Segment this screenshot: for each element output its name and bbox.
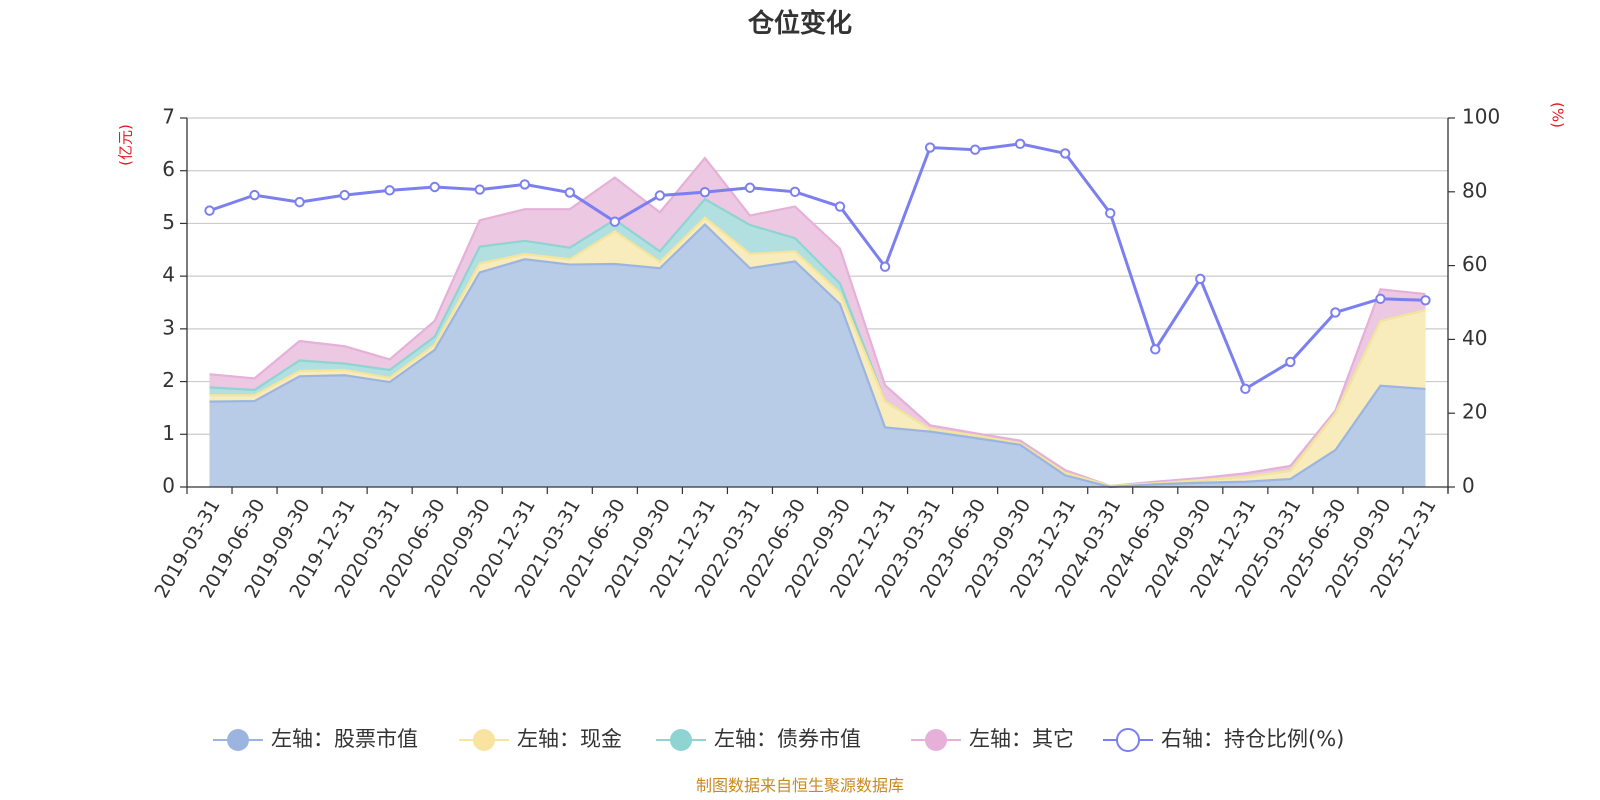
legend-marker: [1116, 728, 1140, 752]
left-tick-label: 2: [162, 368, 175, 392]
ratio-point: [879, 261, 891, 272]
legend-label: 左轴：其它: [969, 727, 1074, 751]
ratio-point: [1285, 356, 1296, 368]
left-tick-label: 4: [162, 263, 175, 287]
ratio-point: [204, 205, 215, 216]
chart-title: 仓位变化: [747, 8, 852, 39]
ratio-point: [654, 190, 666, 201]
ratio-line-series: [204, 138, 1431, 395]
ratio-point: [1014, 138, 1026, 150]
right-tick-label: 100: [1462, 105, 1500, 129]
ratio-point: [294, 196, 305, 208]
area-左轴：股票市值: [209, 224, 1426, 488]
ratio-point: [1105, 208, 1116, 219]
area-左轴：其它: [209, 158, 1426, 486]
left-tick-label: 1: [162, 421, 175, 445]
left-tick-label: 3: [162, 315, 175, 339]
ratio-point: [699, 186, 711, 198]
legend-marker: [925, 729, 947, 751]
right-axis-unit: (%): [1549, 102, 1567, 128]
legend-item[interactable]: 左轴：现金: [459, 727, 622, 751]
left-tick-label: 5: [162, 210, 175, 234]
area-edge-左轴：其它: [209, 156, 1426, 488]
right-tick-label: 40: [1462, 326, 1487, 350]
area-series: [209, 156, 1426, 489]
ratio-point: [564, 187, 575, 198]
ratio-point: [1375, 293, 1386, 305]
legend-marker: [473, 729, 495, 751]
legend[interactable]: 左轴：股票市值 左轴：现金 左轴：债券市值 左轴：其它 右轴：持仓比例(%): [213, 727, 1344, 752]
legend-label: 左轴：债券市值: [714, 727, 861, 751]
left-tick-label: 0: [162, 474, 175, 498]
legend-item[interactable]: 左轴：股票市值: [213, 727, 418, 751]
ratio-point: [339, 189, 350, 201]
ratio-point: [384, 185, 395, 196]
ratio-point: [609, 216, 621, 227]
left-axis-unit: (亿元): [117, 124, 135, 166]
ratio-point: [249, 189, 260, 201]
legend-item[interactable]: 左轴：其它: [911, 727, 1074, 751]
right-tick-label: 0: [1462, 474, 1475, 498]
ratio-point: [789, 186, 801, 198]
ratio-point: [519, 179, 530, 190]
legend-item[interactable]: 右轴：持仓比例(%): [1103, 727, 1344, 752]
ratio-point: [924, 142, 936, 153]
ratio-point: [429, 181, 440, 193]
legend-marker: [670, 729, 692, 751]
legend-label: 左轴：现金: [517, 727, 622, 751]
ratio-point: [744, 182, 756, 193]
ratio-point: [1330, 307, 1341, 318]
ratio-point: [1420, 295, 1431, 306]
legend-marker: [227, 729, 249, 751]
ratio-point: [1240, 383, 1251, 395]
legend-label: 左轴：股票市值: [271, 727, 418, 751]
ratio-point: [834, 201, 846, 212]
ratio-line: [209, 142, 1426, 392]
right-tick-label: 80: [1462, 178, 1487, 202]
legend-item[interactable]: 左轴：债券市值: [656, 727, 861, 751]
left-tick-label: 6: [162, 157, 175, 181]
ratio-point: [474, 184, 485, 195]
left-tick-label: 7: [162, 105, 175, 129]
ratio-point: [1195, 273, 1206, 285]
ratio-point: [1150, 344, 1161, 355]
ratio-point: [969, 144, 981, 155]
area-edge-左轴：现金: [209, 216, 1426, 488]
area-edge-左轴：股票市值: [209, 222, 1426, 489]
source-note: 制图数据来自恒生聚源数据库: [696, 776, 904, 795]
ratio-point: [1060, 148, 1071, 159]
right-tick-label: 20: [1462, 400, 1487, 424]
right-tick-label: 60: [1462, 252, 1487, 276]
area-左轴：现金: [209, 217, 1426, 487]
legend-label: 右轴：持仓比例(%): [1161, 727, 1344, 751]
